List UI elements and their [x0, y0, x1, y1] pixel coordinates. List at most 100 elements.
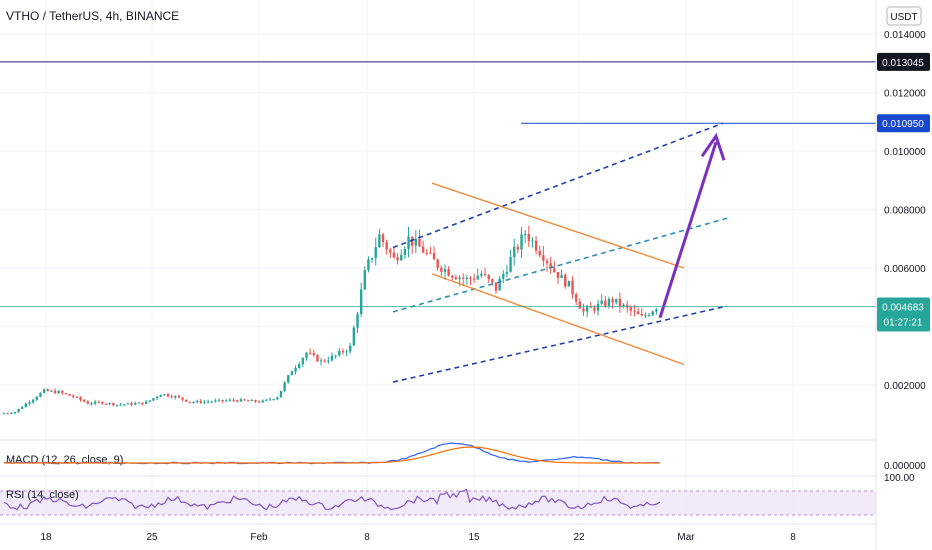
current-price-marker: 0.004683 01:27:21	[0, 297, 930, 332]
currency-label: USDT	[890, 12, 917, 23]
candle-body	[75, 396, 79, 398]
candle-body	[334, 355, 337, 357]
candle-body	[385, 242, 388, 250]
candle-body	[24, 403, 28, 408]
candle-body	[177, 396, 181, 398]
macd-axis-label: 0.000000	[884, 461, 926, 472]
candle-body	[513, 246, 516, 258]
candle-body	[246, 400, 250, 402]
candle-body	[341, 350, 345, 353]
y-tick-label: 0.006000	[884, 264, 926, 275]
candle-body	[93, 401, 97, 404]
price-level-badge	[877, 114, 930, 133]
candle-body	[440, 267, 443, 272]
candle-body	[407, 236, 410, 249]
candle-body	[126, 403, 130, 405]
time-axis[interactable]: 18 25 Feb 8 15 22 Mar 8	[40, 532, 796, 543]
candle-body	[82, 399, 86, 402]
y-tick-label: 0.010000	[884, 147, 926, 158]
candle-body	[119, 404, 122, 406]
candle-body	[327, 360, 330, 362]
y-tick-label: 0.002000	[884, 381, 926, 392]
ascending-channel-mid-line	[392, 217, 728, 313]
candle-body	[53, 390, 57, 394]
candle-body	[636, 311, 640, 315]
rsi-axis-label: 100.00	[884, 473, 915, 484]
x-tick-label: 15	[468, 532, 480, 543]
currency-badge[interactable]: USDT	[886, 6, 922, 26]
candle-body	[50, 390, 53, 392]
candle-body	[640, 314, 643, 316]
candle-body	[647, 315, 651, 317]
candle-body	[141, 402, 144, 404]
candle-body	[447, 269, 450, 276]
candle-body	[155, 396, 159, 399]
ascending-channel-lower-line	[392, 305, 728, 383]
candle-body	[567, 280, 571, 287]
macd-label: MACD (12, 26, close, 9)	[6, 454, 123, 466]
candle-body	[123, 404, 126, 406]
price-levels[interactable]: 0.013045 0.010950	[0, 52, 930, 133]
candle-body	[542, 255, 545, 261]
candle-body	[593, 307, 596, 311]
candle-body	[144, 401, 148, 404]
rsi-label: RSI (14, close)	[6, 489, 79, 501]
trend-drawings[interactable]	[392, 122, 728, 383]
candle-body	[86, 401, 90, 404]
x-tick-label: Feb	[250, 532, 268, 543]
candle-body	[338, 350, 341, 356]
candle-body	[633, 310, 636, 312]
candle-body	[374, 247, 377, 259]
candle-body	[352, 327, 356, 346]
candle-body	[130, 403, 133, 405]
macd-pane[interactable]: MACD (12, 26, close, 9) 0.000000	[0, 439, 926, 472]
candle-body	[392, 252, 396, 258]
candle-body	[505, 271, 509, 274]
chart-title: VTHO / TetherUS, 4h, BINANCE	[6, 9, 179, 23]
candle-body	[232, 399, 235, 401]
candle-body	[549, 263, 552, 269]
candle-body	[225, 400, 228, 402]
candle-body	[582, 308, 585, 312]
candle-body	[538, 250, 541, 256]
arrow-head	[700, 132, 726, 161]
candle-body	[465, 278, 469, 280]
candle-body	[578, 301, 582, 309]
candle-body	[272, 399, 275, 401]
candle-body	[363, 270, 366, 290]
candle-body	[42, 389, 46, 393]
candle-body	[236, 400, 239, 402]
candle-body	[115, 404, 119, 406]
price-axis[interactable]: 0.0020000.0040000.0060000.0080000.010000…	[884, 30, 926, 392]
ascending-channel-upper-line	[392, 122, 724, 249]
rsi-pane[interactable]: RSI (14, close) 100.00	[0, 473, 915, 516]
candle-body	[28, 402, 31, 404]
candle-body	[134, 403, 137, 405]
candle-body	[301, 358, 305, 365]
candle-body	[400, 255, 403, 261]
candle-body	[330, 355, 334, 361]
candle-body	[556, 271, 560, 279]
candle-body	[68, 394, 71, 396]
candle-body	[436, 259, 439, 268]
candle-body	[152, 398, 155, 401]
x-tick-label: 8	[364, 532, 370, 543]
candle-body	[148, 400, 151, 402]
candle-body	[104, 403, 108, 405]
candle-body	[607, 299, 611, 306]
candle-body	[261, 400, 264, 403]
candle-body	[79, 397, 82, 400]
candle-body	[589, 306, 592, 308]
candle-body	[472, 278, 476, 280]
candle-body	[527, 233, 530, 242]
candle-body	[516, 246, 520, 250]
candle-body	[367, 259, 370, 271]
candle-body	[294, 368, 297, 372]
candle-body	[483, 273, 487, 275]
candle-body	[199, 400, 202, 403]
candle-body	[396, 257, 399, 261]
candle-body	[57, 391, 60, 394]
candle-body	[10, 413, 13, 415]
candle-body	[195, 400, 199, 403]
